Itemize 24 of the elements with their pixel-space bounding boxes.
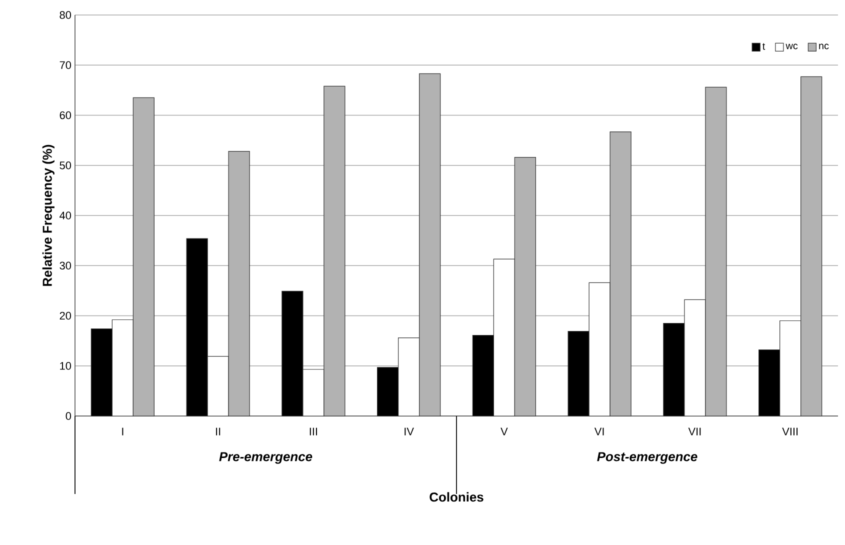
- y-tick-label: 10: [60, 362, 72, 370]
- y-axis-title: Relative Frequency (%): [42, 144, 54, 286]
- x-tick-label: V: [500, 428, 508, 436]
- text: Pre-emergence: [219, 452, 312, 464]
- x-tick-label: VII: [688, 428, 701, 436]
- y-tick-label: 60: [60, 111, 72, 120]
- text: Post-emergence: [597, 452, 698, 464]
- y-tick-label: 80: [60, 11, 72, 19]
- y-tick-label: 0: [66, 412, 72, 420]
- x-tick-label: IV: [404, 428, 414, 436]
- y-tick-label: 70: [60, 61, 72, 70]
- x-axis-title: Colonies: [430, 492, 484, 502]
- legend-label: nc: [819, 44, 829, 50]
- legend-label: wc: [786, 44, 798, 50]
- x-tick-label: II: [216, 428, 220, 436]
- x-tick-label: VI: [594, 428, 604, 436]
- y-tick-label: 20: [60, 312, 72, 320]
- x-tick-label: I: [122, 428, 124, 436]
- y-tick-label: 40: [60, 212, 72, 220]
- legend-label: t: [762, 43, 766, 50]
- y-tick-label: 50: [60, 162, 72, 170]
- x-tick-label: VIII: [782, 428, 798, 436]
- y-tick-label: 30: [60, 262, 72, 270]
- x-tick-label: III: [310, 428, 317, 436]
